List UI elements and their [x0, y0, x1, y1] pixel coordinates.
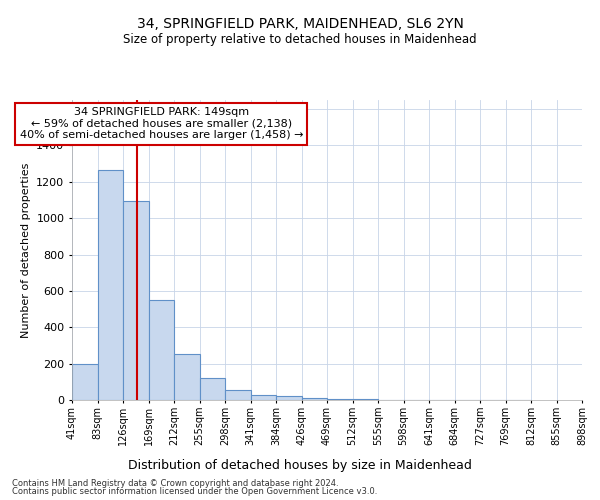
- Text: Contains public sector information licensed under the Open Government Licence v3: Contains public sector information licen…: [12, 487, 377, 496]
- Text: Size of property relative to detached houses in Maidenhead: Size of property relative to detached ho…: [123, 32, 477, 46]
- Text: 34, SPRINGFIELD PARK, MAIDENHEAD, SL6 2YN: 34, SPRINGFIELD PARK, MAIDENHEAD, SL6 2Y…: [137, 18, 463, 32]
- Bar: [199, 378, 225, 400]
- Y-axis label: Number of detached properties: Number of detached properties: [20, 162, 31, 338]
- Bar: [149, 300, 174, 400]
- Bar: [302, 398, 327, 400]
- Text: 34 SPRINGFIELD PARK: 149sqm
← 59% of detached houses are smaller (2,138)
40% of : 34 SPRINGFIELD PARK: 149sqm ← 59% of det…: [19, 107, 303, 140]
- Bar: [276, 396, 302, 400]
- Text: Distribution of detached houses by size in Maidenhead: Distribution of detached houses by size …: [128, 458, 472, 471]
- Bar: [174, 354, 199, 400]
- Bar: [97, 170, 123, 400]
- Bar: [123, 202, 149, 400]
- Bar: [251, 394, 276, 400]
- Bar: [327, 399, 353, 400]
- Text: Contains HM Land Registry data © Crown copyright and database right 2024.: Contains HM Land Registry data © Crown c…: [12, 478, 338, 488]
- Bar: [72, 364, 97, 400]
- Bar: [225, 390, 251, 400]
